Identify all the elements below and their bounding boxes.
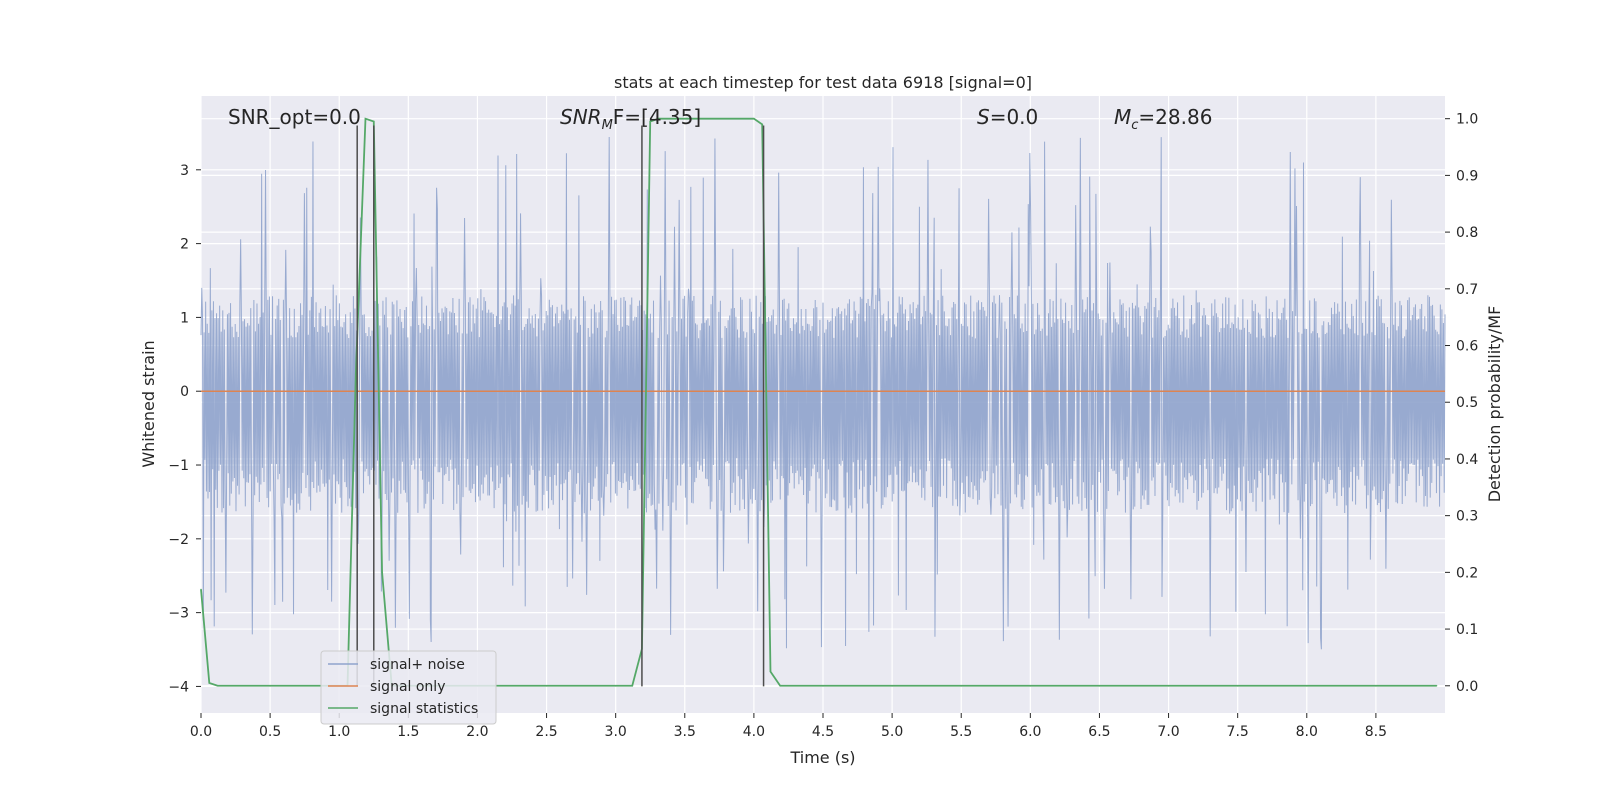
series-signal-statistics-point bbox=[200, 588, 202, 590]
series-signal-statistics-point bbox=[373, 120, 375, 123]
x-tick-label: 6.5 bbox=[1088, 724, 1110, 740]
series-signal-statistics-point bbox=[769, 671, 772, 673]
x-tick-label: 5.0 bbox=[881, 724, 903, 740]
annotation-snr-opt: SNR_opt=0.0 bbox=[228, 105, 361, 129]
y-tick-label-right: 0.4 bbox=[1456, 452, 1478, 468]
series-signal-statistics-point bbox=[208, 682, 210, 684]
series-signal-statistics-point bbox=[1436, 685, 1438, 687]
series-signal-statistics-point bbox=[657, 118, 660, 120]
y-tick-label-left: 3 bbox=[180, 163, 189, 179]
annotation-mc: Mc=28.86 bbox=[1114, 105, 1212, 133]
series-signal-statistics-point bbox=[631, 685, 633, 687]
y-tick-label-left: −2 bbox=[168, 532, 189, 548]
y-tick-label-right: 0.1 bbox=[1456, 622, 1478, 638]
x-tick-label: 2.5 bbox=[535, 724, 557, 740]
series-signal-statistics-point bbox=[364, 118, 367, 120]
y-tick-label-left: −4 bbox=[168, 679, 189, 695]
x-tick-label: 0.5 bbox=[259, 724, 281, 740]
x-tick-label: 8.0 bbox=[1296, 724, 1318, 740]
legend-label-signal-noise: signal+ noise bbox=[370, 657, 465, 673]
vertical-markers bbox=[356, 125, 765, 687]
x-tick-label: 8.5 bbox=[1365, 724, 1387, 740]
x-tick-label: 5.5 bbox=[950, 724, 972, 740]
series-signal-statistics-point bbox=[753, 118, 755, 120]
series-signal-statistics-point bbox=[761, 123, 763, 125]
y-tick-label-right: 0.6 bbox=[1456, 339, 1478, 355]
x-tick-label: 7.5 bbox=[1227, 724, 1249, 740]
chart-title: stats at each timestep for test data 691… bbox=[614, 73, 1032, 92]
annotation-mc-sub: c bbox=[1131, 118, 1138, 133]
annotation-snr-mf-sub: M bbox=[602, 118, 613, 133]
x-tick-label: 1.0 bbox=[328, 724, 350, 740]
annotation-s-rest: =0.0 bbox=[990, 105, 1039, 129]
y-tick-label-right: 0.5 bbox=[1456, 395, 1478, 411]
x-tick-label: 4.0 bbox=[743, 724, 765, 740]
y-tick-label-left: 0 bbox=[180, 384, 189, 400]
series-signal-statistics-point bbox=[381, 571, 383, 573]
legend-box bbox=[320, 650, 497, 725]
legend: signal+ noise signal only signal statist… bbox=[320, 650, 497, 725]
annotation-s: S=0.0 bbox=[977, 105, 1038, 129]
x-tick-label: 4.5 bbox=[812, 724, 834, 740]
x-axis-label: Time (s) bbox=[789, 748, 855, 767]
legend-label-signal-statistics: signal statistics bbox=[370, 701, 478, 717]
x-tick-label: 2.0 bbox=[466, 724, 488, 740]
y-tick-label-right: 0.3 bbox=[1456, 509, 1478, 525]
series-signal-noise-line bbox=[200, 137, 1446, 650]
y-axis-label-left: Whitened strain bbox=[139, 340, 158, 467]
series-signal-statistics-point bbox=[649, 120, 651, 123]
series-signal-statistics-point bbox=[216, 685, 219, 687]
y-tick-label-right: 0.9 bbox=[1456, 168, 1478, 184]
annotation-mc-rest: =28.86 bbox=[1138, 105, 1212, 129]
x-tick-label: 6.0 bbox=[1019, 724, 1041, 740]
y-tick-label-right: 0.0 bbox=[1456, 679, 1478, 695]
annotation-snr-mf: SNRMF=[4.35] bbox=[560, 105, 701, 133]
series-signal-statistics-point bbox=[779, 685, 781, 687]
x-tick-label: 0.0 bbox=[190, 724, 212, 740]
y-tick-label-left: −3 bbox=[168, 606, 189, 622]
y-axis-label-right: Detection probability/MF bbox=[1485, 306, 1504, 503]
x-tick-label: 3.5 bbox=[674, 724, 696, 740]
y-tick-label-left: 1 bbox=[180, 310, 189, 326]
annotation-snr-mf-rest: F=[4.35] bbox=[613, 105, 701, 129]
x-tick-label: 1.5 bbox=[397, 724, 419, 740]
y-tick-label-right: 1.0 bbox=[1456, 112, 1478, 128]
y-tick-label-right: 0.7 bbox=[1456, 282, 1478, 298]
x-tick-label: 7.0 bbox=[1157, 724, 1179, 740]
ticks: 0.0 0.5 1.0 1.5 2.0 2.5 3.0 3.5 4.0 4.5 5.0 5.5 6.0 6… bbox=[168, 112, 1478, 740]
y-tick-label-right: 0.2 bbox=[1456, 565, 1478, 581]
y-tick-label-left: 2 bbox=[180, 237, 189, 253]
x-tick-label: 3.0 bbox=[605, 724, 627, 740]
legend-label-signal-only: signal only bbox=[370, 679, 445, 695]
y-tick-label-left: −1 bbox=[168, 458, 189, 474]
annotation-snr-mf-main: SNR bbox=[560, 105, 602, 129]
annotation-mc-main: M bbox=[1114, 105, 1131, 129]
y-tick-label-right: 0.8 bbox=[1456, 225, 1478, 241]
annotation-s-italic: S bbox=[977, 105, 990, 129]
series-signal-statistics-point bbox=[355, 373, 357, 375]
